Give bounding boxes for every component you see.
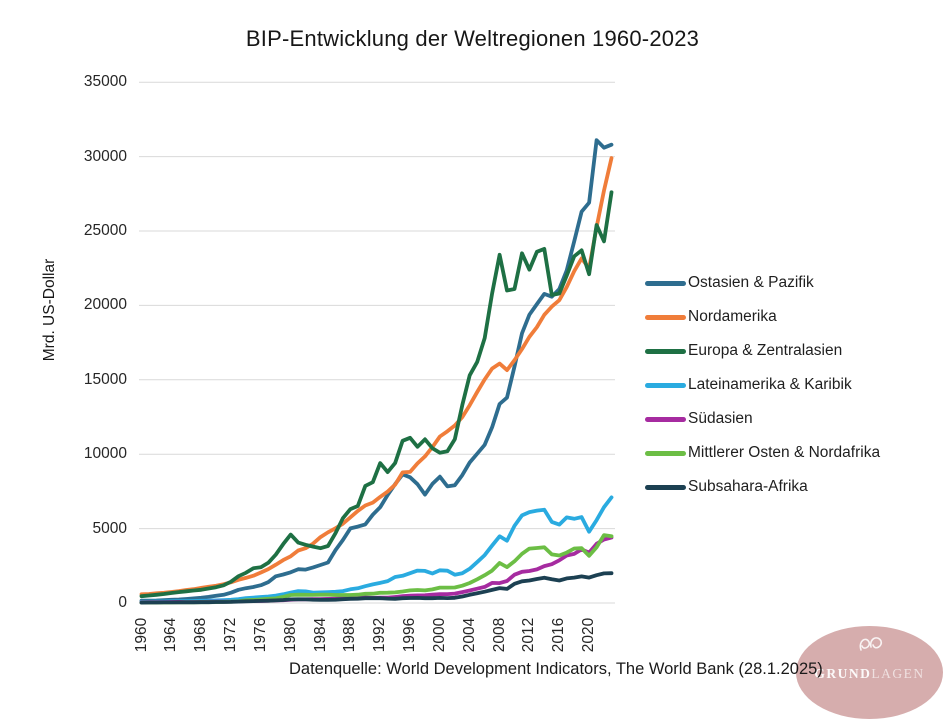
y-tick-label: 15000 — [83, 371, 127, 388]
x-tick-label: 2020 — [580, 617, 597, 653]
legend-label: Europa & Zentralasien — [688, 342, 843, 359]
y-tick-label: 30000 — [83, 148, 127, 165]
legend-label: Lateinamerika & Karibik — [688, 376, 852, 393]
legend-label: Subsahara-Afrika — [688, 478, 808, 495]
logo-monogram-icon — [859, 637, 882, 651]
grundlagen-logo: GRUNDLAGEN — [796, 626, 943, 719]
x-tick-label: 2016 — [550, 617, 567, 653]
logo-text-bold: GRUND — [814, 666, 872, 681]
x-tick-label: 2000 — [431, 617, 448, 653]
y-tick-label: 10000 — [83, 445, 127, 462]
legend-item: Subsahara-Afrika — [645, 470, 880, 504]
legend-swatch-europa-zentralasien — [645, 348, 686, 354]
x-tick-label: 2004 — [461, 617, 478, 653]
legend-item: Ostasien & Pazifik — [645, 266, 880, 300]
series-line-europa-zentralasien — [139, 190, 614, 599]
legend-swatch-ostasien-pazifik — [645, 280, 686, 286]
x-tick-label: 1988 — [341, 617, 358, 653]
legend-item: Mittlerer Osten & Nordafrika — [645, 436, 880, 470]
series-line-subsahara-afrika — [139, 571, 614, 605]
chart-title: BIP-Entwicklung der Weltregionen 1960-20… — [245, 26, 700, 51]
y-tick-label: 0 — [118, 594, 127, 611]
x-tick-label: 1980 — [282, 617, 299, 653]
x-tick-label: 1996 — [401, 617, 418, 653]
x-tick-label: 1972 — [222, 617, 239, 653]
x-tick-label: 1960 — [133, 617, 150, 653]
y-tick-label: 5000 — [92, 520, 127, 537]
legend-item: Europa & Zentralasien — [645, 334, 880, 368]
legend-swatch-nordamerika — [645, 314, 686, 320]
y-tick-label: 20000 — [83, 296, 127, 313]
legend-swatch-subsahara-afrika — [645, 484, 686, 490]
y-tick-label: 35000 — [83, 73, 127, 90]
series-line-ostasien-pazifik — [139, 138, 614, 603]
legend-swatch-lateinamerika-karibik — [645, 382, 686, 388]
legend-swatch-mittlerer-osten-nordafrika — [645, 450, 686, 456]
legend-label: Ostasien & Pazifik — [688, 274, 814, 291]
legend-swatch-suedasien — [645, 416, 686, 422]
x-tick-label: 1984 — [312, 617, 329, 653]
legend: Ostasien & Pazifik Nordamerika Europa & … — [645, 266, 880, 504]
legend-item: Südasien — [645, 402, 880, 436]
x-tick-label: 1976 — [252, 617, 269, 653]
legend-item: Lateinamerika & Karibik — [645, 368, 880, 402]
legend-item: Nordamerika — [645, 300, 880, 334]
y-tick-label: 25000 — [83, 222, 127, 239]
logo-text-light: LAGEN — [871, 666, 925, 681]
logo-wordmark: GRUNDLAGEN — [796, 666, 943, 682]
x-tick-label: 2008 — [491, 617, 508, 653]
x-tick-label: 1992 — [371, 617, 388, 653]
data-source-caption: Datenquelle: World Development Indicator… — [289, 660, 823, 678]
legend-label: Südasien — [688, 410, 753, 427]
legend-label: Mittlerer Osten & Nordafrika — [688, 444, 881, 461]
x-tick-label: 1964 — [162, 617, 179, 653]
x-tick-label: 1968 — [192, 617, 209, 653]
x-tick-label: 2012 — [520, 617, 537, 653]
legend-label: Nordamerika — [688, 308, 777, 325]
